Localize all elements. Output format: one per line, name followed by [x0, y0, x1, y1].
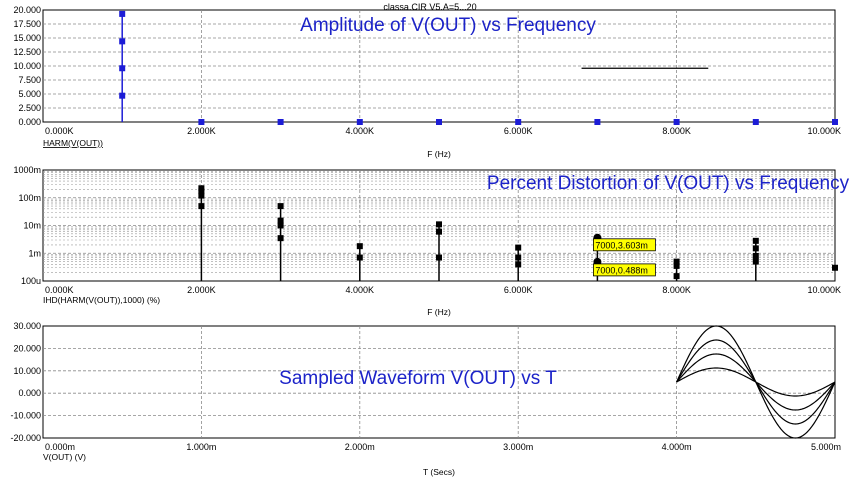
y-tick-label: 10.000 [13, 366, 41, 376]
annotation-label: 7000,3.603m [595, 240, 648, 250]
data-point [277, 203, 284, 210]
chart-title: Sampled Waveform V(OUT) vs T [279, 368, 557, 389]
y-tick-label: -10.000 [10, 411, 41, 421]
data-point [832, 264, 838, 271]
data-point [436, 254, 442, 261]
x-tick-label: 8.000K [662, 285, 691, 295]
distortion-plot: 0.000K 2.000K 4.000K 6.000K 8.000K 10.000K 100… [13, 165, 849, 317]
y-tick-label: 7.500 [18, 75, 41, 85]
data-point [515, 119, 522, 125]
data-point [119, 38, 126, 45]
y-tick-label: 1m [28, 248, 41, 258]
x-tick-label: 4.000m [662, 442, 692, 452]
data-point [673, 258, 680, 265]
x-tick-label: 0.000K [45, 285, 74, 295]
data-point [198, 188, 205, 195]
y-tick-label: 0.000 [18, 117, 41, 127]
y-tick-label: 17.500 [13, 19, 41, 29]
x-axis-label: F (Hz) [427, 307, 451, 317]
y-tick-label: 100m [18, 193, 41, 203]
x-tick-label: 0.000K [45, 126, 74, 136]
data-point [119, 92, 126, 99]
x-tick-label: 4.000K [346, 285, 375, 295]
data-point [356, 254, 363, 261]
data-point [673, 119, 680, 125]
y-tick-label: 20.000 [13, 343, 41, 353]
data-point [277, 119, 284, 125]
data-point [673, 262, 680, 269]
data-point [752, 258, 759, 265]
x-tick-label: 10.000K [807, 126, 841, 136]
annotation-label: 7000,0.488m [595, 265, 648, 275]
y-tick-label: 1000m [13, 165, 41, 175]
y-axis-label: HARM(V(OUT)) [43, 138, 103, 148]
x-axis-label: T (Secs) [423, 467, 455, 477]
data-point [436, 119, 442, 125]
data-point [752, 119, 759, 125]
y-tick-label: 10m [23, 221, 41, 231]
data-point [752, 237, 759, 244]
y-tick-label: 20.000 [13, 5, 41, 15]
y-tick-label: 2.500 [18, 103, 41, 113]
data-point [515, 244, 522, 251]
x-tick-label: 1.000m [186, 442, 216, 452]
annotation-box [593, 238, 656, 252]
data-point [752, 245, 759, 252]
x-tick-label: 5.000m [811, 442, 841, 452]
y-tick-label: 100u [21, 276, 41, 286]
data-point [436, 228, 442, 235]
waveform-line [676, 325, 836, 439]
data-point [515, 261, 522, 268]
y-tick-label: 10.000 [13, 61, 41, 71]
y-axis-label: V(OUT) (V) [43, 452, 86, 462]
y-tick-label: 15.000 [13, 33, 41, 43]
data-point [198, 185, 205, 192]
data-point [356, 243, 363, 250]
x-tick-label: 3.000m [503, 442, 533, 452]
x-tick-label: 8.000K [662, 126, 691, 136]
data-point [198, 119, 205, 125]
data-point [515, 254, 522, 261]
x-axis-label: F (Hz) [427, 149, 451, 159]
y-tick-label: 12.500 [13, 47, 41, 57]
data-point [119, 10, 126, 17]
window-title: classa.CIR V5.A=5...20 [383, 2, 476, 12]
data-point [277, 235, 284, 242]
chart-title: Amplitude of V(OUT) vs Frequency [300, 15, 596, 36]
y-tick-label: 5.000 [18, 89, 41, 99]
amplitude-plot: 0.000K 2.000K 4.000K 6.000K 8.000K 10.000K 0.0… [13, 5, 841, 159]
x-tick-label: 2.000K [187, 126, 216, 136]
data-point [198, 192, 205, 199]
data-point [752, 252, 759, 259]
annotation-box [593, 263, 656, 277]
data-point [436, 221, 442, 228]
waveform-plot: 0.000m 1.000m 2.000m 3.000m 4.000m 5.000m -20.… [10, 321, 841, 477]
data-point [356, 119, 363, 125]
data-point [277, 222, 284, 229]
data-point [119, 65, 126, 72]
chart-title: Percent Distortion of V(OUT) vs Frequenc… [487, 173, 850, 194]
x-tick-label: 4.000K [346, 126, 375, 136]
y-tick-label: 30.000 [13, 321, 41, 331]
x-tick-label: 2.000K [187, 285, 216, 295]
y-tick-label: 0.000 [18, 388, 41, 398]
y-tick-label: -20.000 [10, 433, 41, 443]
data-point [198, 203, 205, 210]
x-tick-label: 6.000K [504, 285, 533, 295]
data-point [832, 119, 838, 125]
data-point [594, 119, 601, 125]
x-tick-label: 10.000K [807, 285, 841, 295]
data-point [277, 217, 284, 224]
x-tick-label: 0.000m [45, 442, 75, 452]
x-tick-label: 6.000K [504, 126, 533, 136]
x-tick-label: 2.000m [345, 442, 375, 452]
y-axis-label: IHD(HARM(V(OUT)),1000) (%) [43, 295, 160, 305]
data-point [673, 273, 680, 280]
